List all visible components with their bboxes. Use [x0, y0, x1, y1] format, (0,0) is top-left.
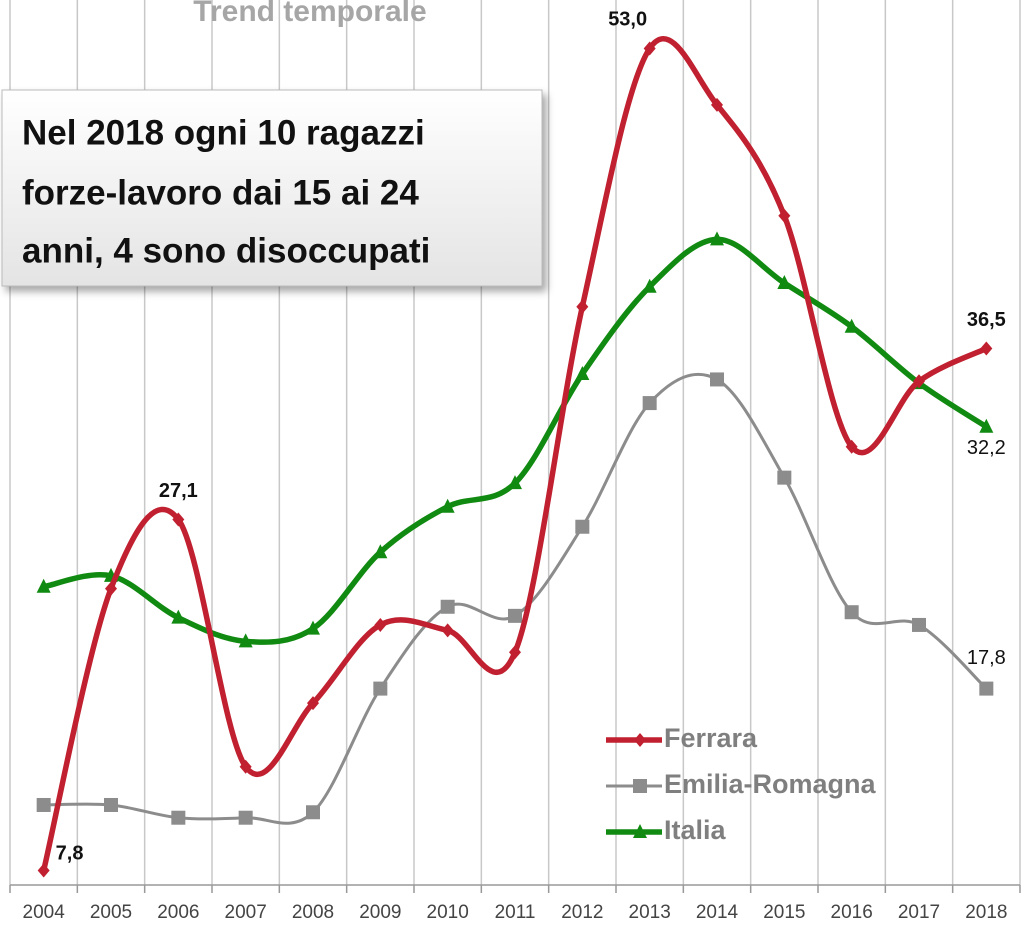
- marker: [912, 617, 926, 632]
- marker: [710, 372, 724, 387]
- x-tick-label: 2010: [427, 902, 469, 923]
- marker: [711, 97, 723, 112]
- marker: [508, 608, 522, 623]
- x-tick-label: 2018: [965, 902, 1007, 923]
- x-tick-label: 2013: [629, 902, 671, 923]
- marker: [509, 645, 521, 660]
- marker: [36, 578, 51, 593]
- marker: [710, 231, 724, 246]
- marker: [37, 863, 50, 878]
- legend-label: Italia: [664, 815, 727, 845]
- plot-area: [36, 36, 994, 878]
- marker: [633, 779, 647, 793]
- marker: [36, 797, 51, 812]
- marker: [374, 617, 387, 632]
- marker: [373, 544, 388, 559]
- marker: [845, 439, 858, 454]
- annotation: Nel 2018 ogni 10 ragazzi: [22, 113, 425, 152]
- marker: [104, 797, 118, 812]
- marker: [239, 759, 252, 774]
- marker: [979, 681, 994, 696]
- marker: [844, 318, 859, 333]
- marker: [105, 581, 117, 596]
- marker: [643, 41, 656, 56]
- x-tick-label: 2017: [898, 902, 940, 923]
- data-label: 27,1: [159, 480, 198, 502]
- marker: [634, 733, 646, 747]
- marker: [171, 810, 186, 825]
- x-tick-label: 2009: [359, 902, 401, 923]
- annotation: forze-lavoro dai 15 ai 24: [22, 173, 419, 212]
- line: [43, 372, 988, 825]
- marker: [844, 605, 859, 620]
- marker: [777, 275, 792, 290]
- marker: [171, 609, 186, 624]
- data-label: 7,8: [56, 843, 84, 865]
- x-tick-label: 2005: [90, 902, 132, 923]
- marker: [306, 620, 320, 635]
- marker: [440, 498, 455, 513]
- data-label: 32,2: [967, 437, 1006, 459]
- marker: [306, 805, 320, 820]
- legend-label: Emilia-Romagna: [664, 769, 877, 799]
- marker: [913, 374, 925, 389]
- x-tick-label: 2016: [831, 902, 873, 923]
- marker: [979, 418, 994, 433]
- marker: [238, 633, 253, 648]
- annotation-box: [1, 89, 543, 287]
- marker: [642, 278, 657, 293]
- x-tick-label: 2004: [23, 902, 66, 923]
- marker: [633, 824, 647, 838]
- marker: [576, 299, 589, 314]
- marker: [440, 599, 455, 614]
- annotation: anni, 4 sono disoccupati: [22, 231, 430, 270]
- data-label: 17,8: [967, 647, 1006, 669]
- marker: [172, 512, 185, 527]
- marker: [575, 519, 590, 534]
- x-tick-label: 2006: [157, 902, 199, 923]
- data-label: 36,5: [967, 309, 1006, 331]
- marker: [238, 810, 253, 825]
- x-tick-label: 2011: [495, 902, 536, 923]
- x-tick-label: 2015: [763, 902, 805, 923]
- marker: [441, 623, 454, 638]
- x-tick-label: 2014: [696, 902, 739, 923]
- legend-label: Ferrara: [664, 723, 758, 753]
- marker: [575, 365, 590, 380]
- marker: [777, 470, 792, 485]
- marker: [307, 696, 319, 711]
- x-tick-label: 2012: [561, 902, 603, 923]
- marker: [778, 208, 791, 223]
- marker: [642, 396, 657, 411]
- marker: [980, 341, 993, 356]
- x-tick-label: 2008: [292, 902, 334, 923]
- chart-title: Trend temporale: [193, 0, 426, 28]
- marker: [508, 475, 522, 490]
- marker: [373, 681, 388, 696]
- data-label: 53,0: [608, 9, 647, 31]
- x-tick-label: 2007: [225, 902, 267, 923]
